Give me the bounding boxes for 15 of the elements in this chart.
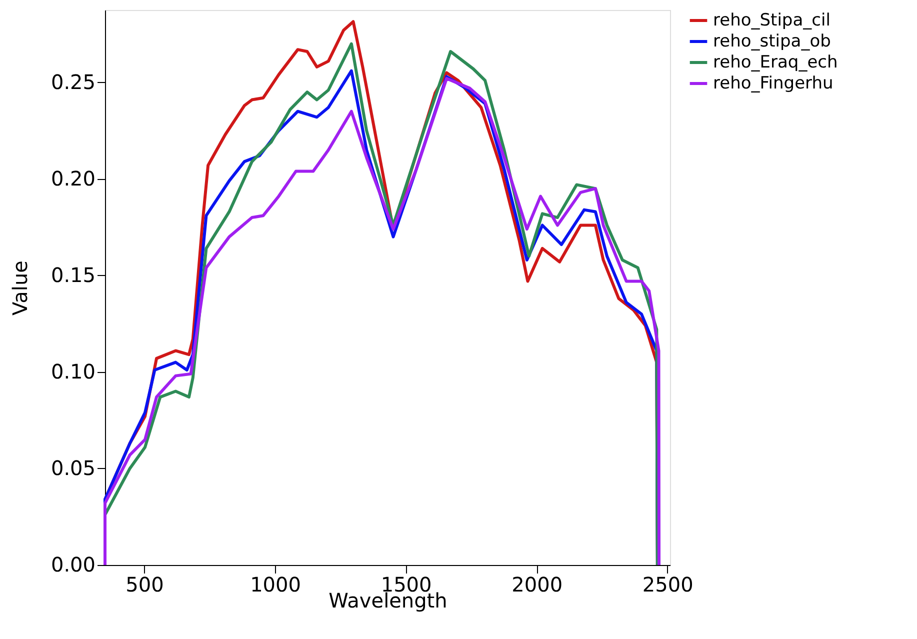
x-tick-label: 1000 <box>250 572 301 596</box>
y-tick-label: 0.20 <box>50 166 96 190</box>
x-tick-label: 2500 <box>642 572 694 596</box>
x-tick-label: 500 <box>126 572 164 596</box>
y-tick-label: 0.10 <box>50 359 96 384</box>
y-tick-label: 0.15 <box>50 262 96 287</box>
legend-label: reho_Fingerhu <box>713 74 834 94</box>
legend-label: reho_stipa_ob <box>713 32 831 52</box>
legend-label: reho_Eraq_ech <box>713 52 838 72</box>
y-tick-label: 0.25 <box>50 70 96 94</box>
y-tick-label: 0.00 <box>50 552 96 576</box>
y-axis-title: Value <box>8 260 32 316</box>
y-tick-label: 0.05 <box>50 456 96 480</box>
x-tick-label: 2000 <box>512 572 563 596</box>
legend-label: reho_Stipa_cil <box>713 10 830 30</box>
